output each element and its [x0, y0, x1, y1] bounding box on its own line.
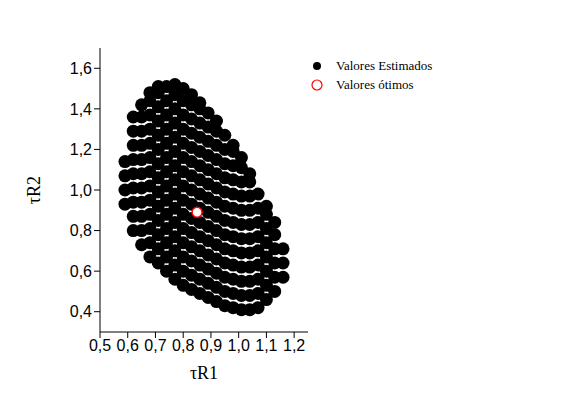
svg-text:0,9: 0,9	[200, 337, 222, 354]
svg-text:0,6: 0,6	[117, 337, 139, 354]
svg-text:1,4: 1,4	[70, 101, 92, 118]
svg-text:0,6: 0,6	[70, 263, 92, 280]
svg-text:τR1: τR1	[190, 363, 218, 383]
svg-text:0,4: 0,4	[70, 303, 92, 320]
svg-text:1,2: 1,2	[283, 337, 305, 354]
svg-text:1,0: 1,0	[70, 182, 92, 199]
svg-text:0,8: 0,8	[70, 222, 92, 239]
html-text:Valores Estimados: Valores Estimados	[336, 57, 433, 73]
svg-text:1,0: 1,0	[228, 337, 250, 354]
svg-text:1,2: 1,2	[70, 141, 92, 158]
svg-text:1,1: 1,1	[255, 337, 277, 354]
svg-text:0,7: 0,7	[144, 337, 166, 354]
svg-text:1,6: 1,6	[70, 60, 92, 77]
html-text:Valores ótimos: Valores ótimos	[336, 76, 414, 92]
svg-text:τR2: τR2	[24, 176, 44, 204]
svg-text:0,5: 0,5	[89, 337, 111, 354]
svg-text:0,8: 0,8	[172, 337, 194, 354]
